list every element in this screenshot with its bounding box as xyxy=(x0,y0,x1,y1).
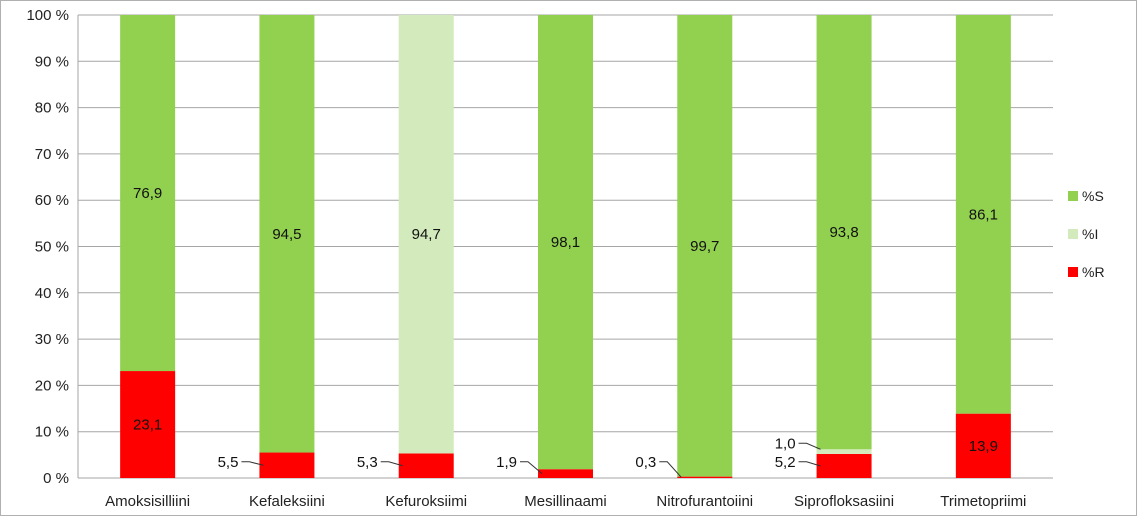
bar-segment xyxy=(816,453,872,478)
bars xyxy=(120,15,1011,478)
callout-leader-line xyxy=(659,461,682,478)
callout-leader-line xyxy=(798,461,821,467)
bar-segment xyxy=(259,452,315,478)
legend-label: %I xyxy=(1082,226,1098,242)
callout-leader-line xyxy=(241,461,264,466)
bar-segment xyxy=(816,449,872,454)
y-tick-label: 40 % xyxy=(35,285,69,302)
legend: %S %I %R xyxy=(1068,188,1105,280)
x-category-label: Kefaleksiini xyxy=(249,493,325,510)
data-label-callout: 5,5 xyxy=(218,454,239,471)
bar-segment xyxy=(677,476,733,478)
x-category-label: Amoksisilliini xyxy=(105,493,190,510)
data-label: 99,7 xyxy=(690,238,719,255)
data-label: 76,9 xyxy=(133,185,162,202)
data-label: 23,1 xyxy=(133,417,162,434)
data-label: 93,8 xyxy=(829,224,858,241)
y-tick-label: 70 % xyxy=(35,146,69,163)
y-tick-label: 30 % xyxy=(35,331,69,348)
data-label-callout: 5,2 xyxy=(775,454,796,471)
x-category-label: Siprofloksasiini xyxy=(794,493,894,510)
data-label-callout: 1,9 xyxy=(496,454,517,471)
data-label-callout: 0,3 xyxy=(635,454,656,471)
data-label: 98,1 xyxy=(551,234,580,251)
data-label: 94,7 xyxy=(412,226,441,243)
x-category-label: Trimetopriimi xyxy=(940,493,1026,510)
x-category-label: Nitrofurantoiini xyxy=(656,493,753,510)
bar-segment xyxy=(120,371,176,478)
y-tick-label: 100 % xyxy=(26,7,69,24)
callout-leader-line xyxy=(520,461,543,474)
x-category-label: Mesillinaami xyxy=(524,493,607,510)
data-label-callout: 1,0 xyxy=(775,435,796,452)
x-axis-category-labels: Amoksisilliini Kefaleksiini Kefuroksiimi Me… xyxy=(105,493,1026,510)
y-tick-label: 20 % xyxy=(35,377,69,394)
legend-swatch xyxy=(1068,267,1078,277)
x-category-label: Kefuroksiimi xyxy=(385,493,467,510)
bar-segment xyxy=(398,453,454,478)
bar-segment xyxy=(538,15,593,470)
legend-swatch xyxy=(1068,191,1078,201)
bar-segment xyxy=(677,15,733,477)
data-label: 94,5 xyxy=(272,226,301,243)
bar-segment xyxy=(259,15,315,453)
data-label-callout: 5,3 xyxy=(357,454,378,471)
legend-label: %R xyxy=(1082,264,1105,280)
y-tick-label: 0 % xyxy=(43,470,69,487)
bar-segment xyxy=(955,413,1011,478)
bar-segment xyxy=(398,15,454,454)
y-tick-label: 10 % xyxy=(35,424,69,441)
callout-leader-line xyxy=(798,442,821,450)
bar-segment xyxy=(538,469,593,478)
legend-label: %S xyxy=(1082,188,1104,204)
y-tick-label: 80 % xyxy=(35,100,69,117)
y-axis-tick-labels: 0 % 10 % 20 % 30 % 40 % 50 % 60 % 70 % 80 % 90 % 1… xyxy=(26,7,69,487)
bar-segment xyxy=(955,15,1011,414)
data-label: 13,9 xyxy=(969,438,998,455)
y-tick-label: 50 % xyxy=(35,239,69,256)
y-tick-label: 90 % xyxy=(35,53,69,70)
legend-swatch xyxy=(1068,229,1078,239)
data-labels: 23,1 76,9 5,5 94,5 5,3 94,7 1,9 98,1 0,3 99,7 5,2 1… xyxy=(133,185,998,478)
bar-segment xyxy=(816,15,872,450)
data-label: 86,1 xyxy=(969,206,998,223)
y-tick-label: 60 % xyxy=(35,192,69,209)
callout-leader-line xyxy=(380,461,403,467)
bar-segment xyxy=(120,15,176,372)
